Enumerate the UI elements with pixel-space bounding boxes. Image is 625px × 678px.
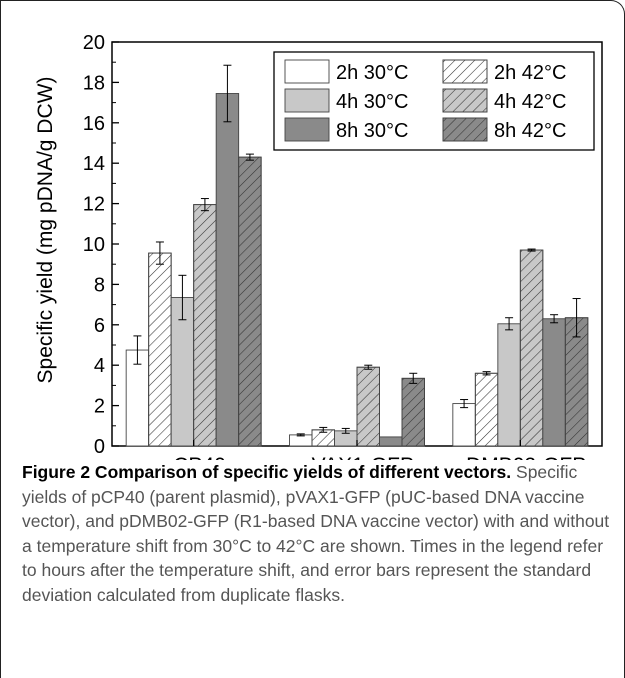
bar [497, 323, 521, 447]
y-tick-label: 2 [94, 396, 105, 418]
legend-swatch-hatch [442, 117, 488, 142]
y-axis-label: Specific yield (mg pDNA/g DCW) [34, 77, 57, 384]
bar-hatch [401, 377, 425, 447]
figure-caption: Figure 2 Comparison of specific yields o… [22, 460, 612, 607]
legend-swatch [284, 59, 330, 84]
y-tick-label: 4 [94, 355, 105, 377]
legend-swatch [284, 88, 330, 113]
y-tick-label: 8 [94, 274, 105, 296]
bar [289, 434, 313, 447]
legend-label: 2h 42°C [494, 62, 567, 84]
bar [452, 403, 476, 447]
legend-swatch [284, 117, 330, 142]
legend-label: 2h 30°C [336, 62, 409, 84]
bar-chart: 0 2 4 6 8 10 12 14 16 18 20 pCP40 pVAX1-GFP pDMB02-GF… [34, 32, 603, 460]
y-tick-label: 16 [83, 113, 105, 135]
legend-label: 8h 30°C [336, 120, 409, 142]
y-tick-label: 10 [83, 234, 105, 256]
x-tick-label: pVAX1-GFP [300, 454, 414, 460]
y-tick-label: 20 [83, 32, 105, 54]
bar-hatch [148, 252, 172, 447]
y-tick-label: 12 [83, 194, 105, 216]
legend-label: 8h 42°C [494, 120, 567, 142]
x-tick-label: pDMB02-GFP [454, 454, 586, 460]
y-tick-label: 0 [94, 436, 105, 458]
y-tick-label: 6 [94, 315, 105, 337]
bar-hatch [474, 372, 499, 447]
bar [215, 93, 240, 447]
caption-title: Figure 2 Comparison of specific yields o… [22, 462, 512, 482]
bar-hatch [519, 249, 544, 447]
legend-label: 4h 30°C [336, 91, 409, 113]
bar-hatch [356, 366, 380, 447]
bar [542, 318, 566, 447]
legend-label: 4h 42°C [494, 91, 567, 113]
legend-swatch-hatch [442, 88, 488, 113]
bar-hatch [238, 156, 262, 447]
x-tick-label: pCP40 [162, 454, 226, 460]
bar [379, 436, 403, 447]
legend-swatch-hatch [442, 59, 488, 84]
y-tick-label: 14 [83, 153, 105, 175]
bar-hatch [193, 204, 217, 447]
y-tick-label: 18 [83, 72, 105, 94]
caption-body: Specific yields of pCP40 (parent plasmid… [22, 462, 610, 605]
